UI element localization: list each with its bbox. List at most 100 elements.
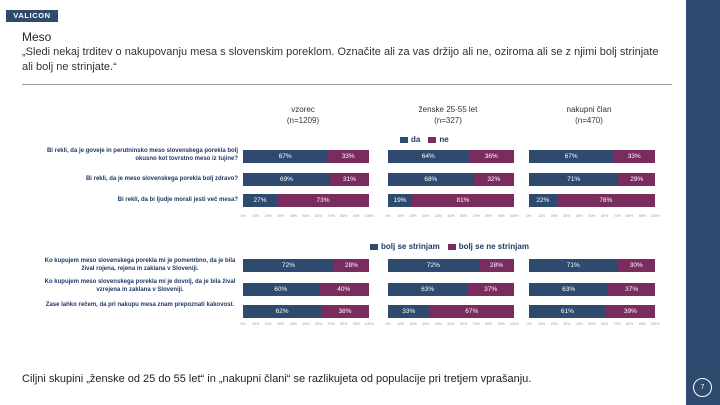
x-tick-label: 100% — [509, 214, 519, 218]
column-header-vzorec: vzorec (n=1209) — [243, 104, 363, 126]
bar-segment-da: 22% — [529, 194, 557, 207]
bar-segment-da: 71% — [529, 173, 619, 186]
x-tick-label: 70% — [613, 322, 621, 326]
bar-segment-da: 19% — [388, 194, 412, 207]
legend-bottom: bolj se strinjam bolj se ne strinjam — [370, 242, 537, 251]
bar-segment-ne: 81% — [411, 194, 514, 207]
x-tick-label: 40% — [289, 214, 297, 218]
legend-item-ne: ne — [428, 135, 449, 144]
x-tick-label: 0% — [240, 322, 246, 326]
x-tick-label: 80% — [626, 322, 634, 326]
stacked-bar: 22% 78% — [529, 194, 655, 207]
x-tick-label: 80% — [340, 322, 348, 326]
bar-segment-bolj-se-ne-strinjam: 40% — [318, 283, 369, 296]
stacked-bar: 71% 29% — [529, 173, 655, 186]
bar-segment-bolj-se-strinjam: 61% — [529, 305, 606, 318]
x-tick-label: 0% — [526, 214, 532, 218]
legend-item-bolj-se-strinjam: bolj se strinjam — [370, 242, 440, 251]
x-tick-label: 80% — [485, 322, 493, 326]
bar-segment-ne: 78% — [556, 194, 655, 207]
x-tick-label: 100% — [650, 214, 660, 218]
x-axis: 0% 10% 20% 30% 40% 50% 60% 70% 80% 90% 100% — [385, 322, 518, 330]
x-tick-label: 90% — [497, 214, 505, 218]
question-label: Bi rekli, da je goveje in perutninsko me… — [46, 148, 238, 162]
footer-note: Ciljni skupini „ženske od 25 do 55 let“ … — [22, 373, 532, 385]
bar-segment-bolj-se-ne-strinjam: 37% — [608, 283, 655, 296]
x-tick-label: 100% — [364, 322, 374, 326]
bar-segment-bolj-se-ne-strinjam: 28% — [333, 259, 369, 272]
bar-segment-bolj-se-strinjam: 33% — [388, 305, 430, 318]
column-header-zenske: ženske 25-55 let (n=327) — [388, 104, 508, 126]
x-tick-label: 90% — [352, 214, 360, 218]
x-tick-label: 50% — [302, 322, 310, 326]
x-tick-label: 60% — [601, 322, 609, 326]
bar-segment-bolj-se-ne-strinjam: 28% — [478, 259, 514, 272]
stacked-bar: 69% 31% — [243, 173, 369, 186]
legend-swatch-strinjam — [370, 243, 378, 250]
legend-top: da ne — [400, 135, 457, 144]
question-label: Bi rekli, da je meso slovenskega porekla… — [85, 176, 238, 182]
bar-segment-bolj-se-strinjam: 72% — [388, 259, 479, 272]
x-tick-label: 50% — [447, 214, 455, 218]
bar-segment-bolj-se-ne-strinjam: 38% — [321, 305, 369, 318]
page-number: 7 — [693, 378, 712, 397]
x-tick-label: 70% — [472, 322, 480, 326]
x-tick-label: 70% — [613, 214, 621, 218]
x-tick-label: 60% — [460, 214, 468, 218]
stacked-bar: 27% 73% — [243, 194, 369, 207]
bar-segment-ne: 73% — [277, 194, 369, 207]
bar-segment-ne: 33% — [327, 150, 369, 163]
question-label: Ko kupujem meso slovenskega porekla mi j… — [44, 279, 236, 293]
question-label: Bi rekli, da bi ljudje morali jesti več … — [117, 197, 238, 203]
x-tick-label: 30% — [277, 214, 285, 218]
x-axis: 0% 10% 20% 30% 40% 50% 60% 70% 80% 90% 100% — [240, 322, 373, 330]
x-tick-label: 90% — [352, 322, 360, 326]
x-tick-label: 70% — [327, 214, 335, 218]
column-header-label: vzorec — [291, 105, 315, 114]
right-sidebar-bar — [686, 0, 720, 405]
bar-segment-bolj-se-strinjam: 62% — [243, 305, 322, 318]
stacked-bar: 33% 67% — [388, 305, 514, 318]
column-header-n: (n=327) — [434, 116, 462, 125]
bar-segment-da: 27% — [243, 194, 278, 207]
stacked-bar: 60% 40% — [243, 283, 369, 296]
stacked-bar: 71% 30% — [529, 259, 655, 272]
bar-segment-bolj-se-strinjam: 60% — [243, 283, 319, 296]
x-tick-label: 80% — [340, 214, 348, 218]
legend-item-da: da — [400, 135, 420, 144]
x-tick-label: 40% — [434, 322, 442, 326]
x-tick-label: 0% — [385, 322, 391, 326]
x-tick-label: 30% — [563, 214, 571, 218]
bar-segment-bolj-se-strinjam: 63% — [388, 283, 468, 296]
x-tick-label: 50% — [588, 214, 596, 218]
x-tick-label: 80% — [626, 214, 634, 218]
x-tick-label: 40% — [434, 214, 442, 218]
legend-label-ne-strinjam: bolj se ne strinjam — [458, 242, 529, 251]
legend-swatch-da — [400, 136, 408, 143]
bar-segment-da: 67% — [243, 150, 328, 163]
question-label: Ko kupujem meso slovenskega porekla mi j… — [44, 258, 236, 272]
title-divider — [22, 84, 672, 85]
page-title: Meso — [22, 30, 52, 44]
column-header-label: ženske 25-55 let — [418, 105, 478, 114]
stacked-bar: 72% 28% — [243, 259, 369, 272]
x-tick-label: 30% — [422, 214, 430, 218]
x-tick-label: 0% — [385, 214, 391, 218]
x-tick-label: 50% — [588, 322, 596, 326]
x-tick-label: 60% — [315, 214, 323, 218]
stacked-bar: 72% 28% — [388, 259, 514, 272]
x-axis: 0% 10% 20% 30% 40% 50% 60% 70% 80% 90% 100% — [240, 214, 373, 222]
stacked-bar: 67% 33% — [243, 150, 369, 163]
x-tick-label: 0% — [240, 214, 246, 218]
stacked-bar: 19% 81% — [388, 194, 514, 207]
x-tick-label: 10% — [397, 214, 405, 218]
x-tick-label: 40% — [575, 214, 583, 218]
legend-label-ne: ne — [439, 135, 449, 144]
bar-segment-da: 68% — [388, 173, 474, 186]
x-tick-label: 20% — [550, 322, 558, 326]
column-header-n: (n=470) — [575, 116, 603, 125]
x-tick-label: 20% — [264, 322, 272, 326]
bar-segment-ne: 33% — [613, 150, 655, 163]
bar-segment-da: 64% — [388, 150, 469, 163]
x-tick-label: 20% — [550, 214, 558, 218]
